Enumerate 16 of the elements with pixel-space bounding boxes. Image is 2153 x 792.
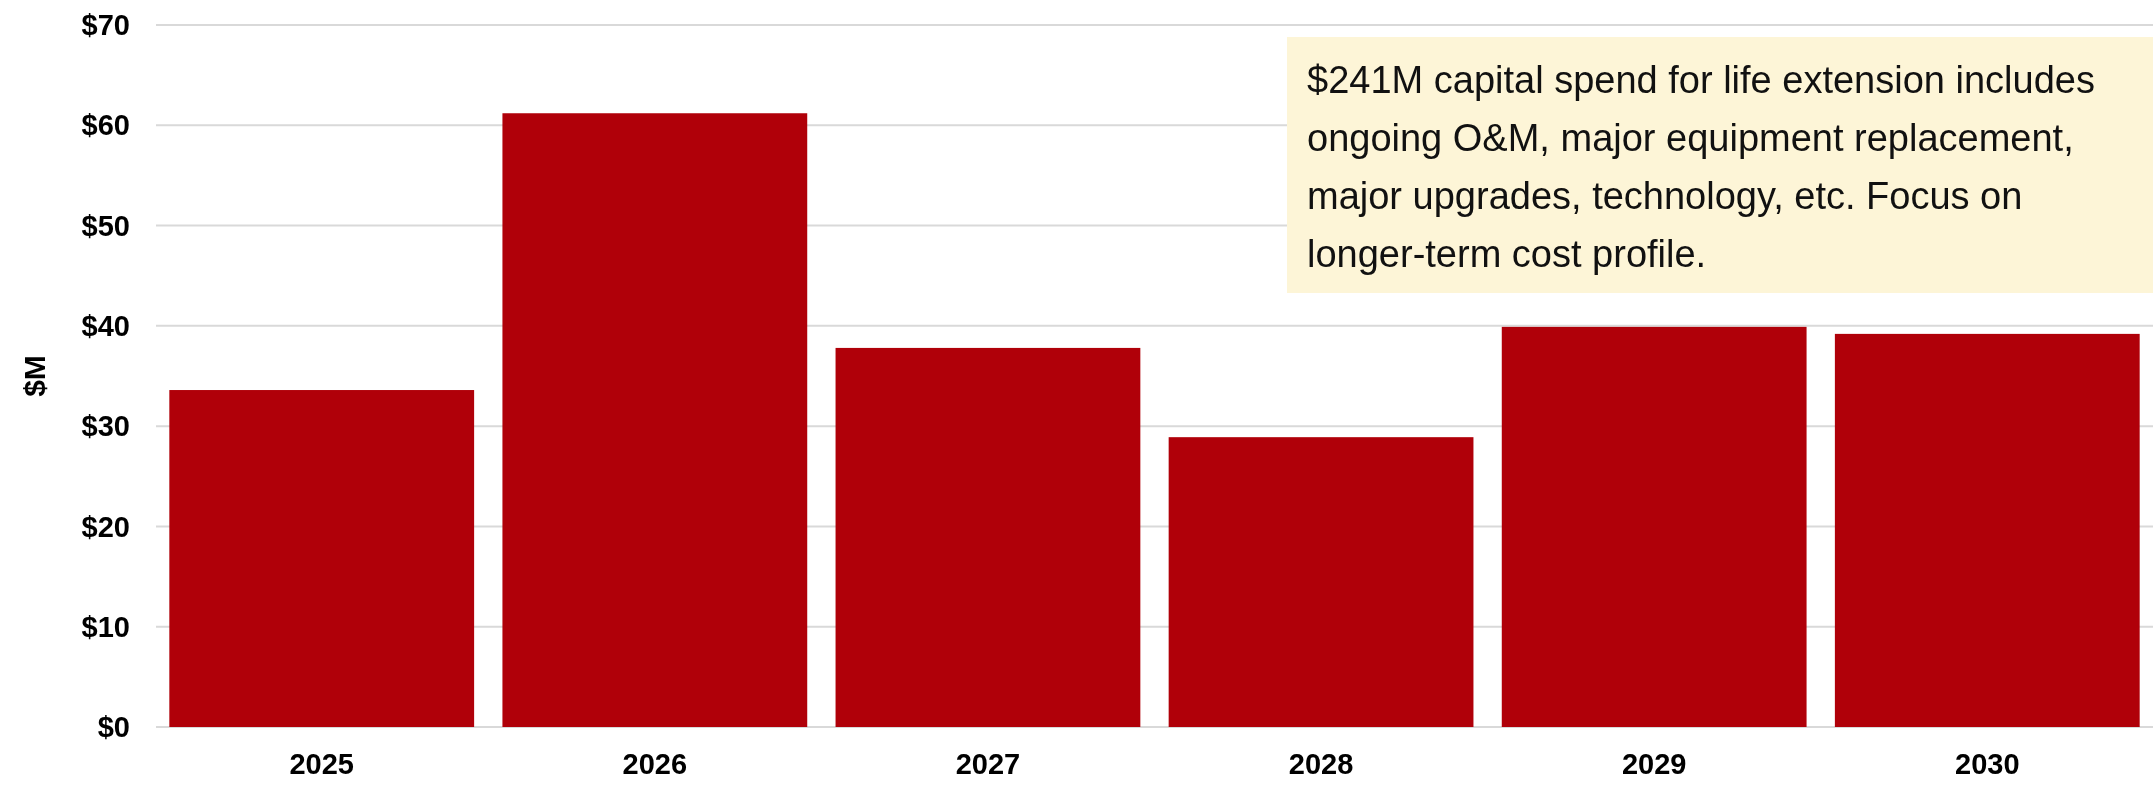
x-tick-label: 2030 xyxy=(1955,748,2020,780)
x-tick-label: 2026 xyxy=(622,748,688,780)
y-tick-label: $10 xyxy=(81,610,130,643)
y-tick-label: $20 xyxy=(81,510,130,543)
x-tick-label: 2025 xyxy=(289,748,354,780)
y-tick-label: $40 xyxy=(81,310,130,343)
y-tick-label: $60 xyxy=(81,109,130,142)
y-axis-title: $M xyxy=(18,355,51,397)
y-tick-label: $30 xyxy=(81,410,130,443)
y-tick-label: $0 xyxy=(97,711,130,744)
y-tick-label: $50 xyxy=(81,209,130,242)
x-tick-label: 2028 xyxy=(1288,748,1354,780)
x-tick-label: 2029 xyxy=(1621,748,1687,780)
annotation: $241M capital spend for life extension includes ongoing O&M, major equipment replacement, major upgrades, technology, etc. Focus on longer-term cost profile. xyxy=(1307,59,2095,275)
x-tick-label: 2027 xyxy=(955,748,1021,780)
y-tick-label: $70 xyxy=(81,9,130,42)
